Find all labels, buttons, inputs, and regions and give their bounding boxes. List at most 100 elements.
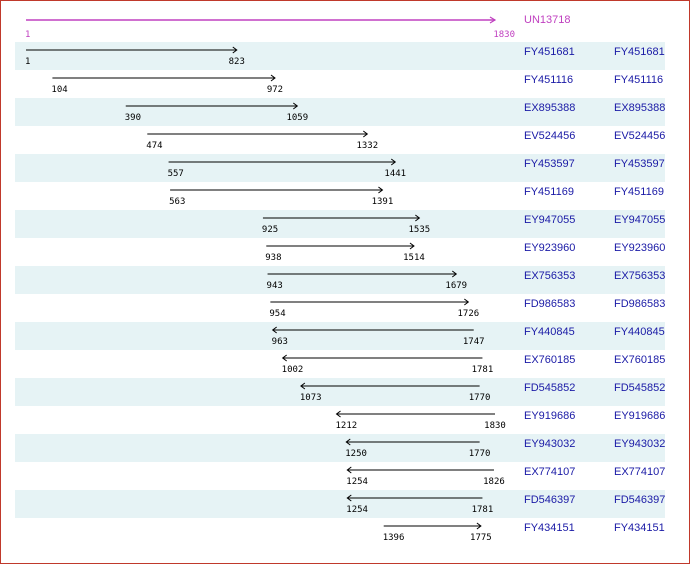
alignment-row: 1073 1770: [300, 382, 490, 403]
alignment-row: 1002 1781: [281, 354, 493, 375]
alignment-row: 1212 1830: [336, 410, 506, 431]
alignment-end-label: 1726: [457, 309, 479, 319]
row-stripe: [15, 154, 665, 182]
alignment-row: 1254 1826: [346, 466, 505, 487]
alignment-end-label: 1747: [463, 337, 485, 347]
row-stripe: [15, 434, 665, 462]
alignment-start-label: 390: [125, 113, 141, 123]
alignment-row: 474 1332: [146, 130, 378, 151]
accession-link-secondary[interactable]: FD545852: [614, 382, 666, 394]
accession-link-secondary[interactable]: FY440845: [614, 326, 665, 338]
accession-link-secondary[interactable]: EV524456: [614, 130, 666, 142]
accession-link[interactable]: EY923960: [524, 242, 576, 254]
accession-link-secondary[interactable]: EX760185: [614, 354, 666, 366]
forward-arrowhead: [378, 186, 384, 194]
row-stripe: [15, 42, 665, 70]
forward-arrowhead: [415, 214, 421, 222]
accession-link-secondary[interactable]: EX895388: [614, 102, 666, 114]
accession-link-secondary[interactable]: FY451681: [614, 46, 665, 58]
forward-arrowhead: [270, 74, 276, 82]
row-stripe: [15, 210, 665, 238]
row-stripe: [15, 378, 665, 406]
accession-link-secondary[interactable]: FY434151: [614, 522, 665, 534]
alignment-row: 557 1441: [168, 158, 406, 179]
alignment-end-label: 823: [229, 57, 245, 67]
accession-link-secondary[interactable]: EY947055: [614, 214, 666, 226]
accession-link[interactable]: FD986583: [524, 298, 576, 310]
accession-link-secondary[interactable]: EX774107: [614, 466, 666, 478]
accession-link[interactable]: EX760185: [524, 354, 576, 366]
alignment-end-label: 1830: [484, 421, 506, 431]
alignment-row: 390 1059: [125, 102, 308, 123]
alignment-end-label: 1770: [469, 449, 491, 459]
reverse-arrowhead: [300, 382, 306, 390]
accession-link-secondary[interactable]: EY943032: [614, 438, 666, 450]
alignment-row: 954 1726: [269, 298, 479, 319]
alignment-start-label: 1073: [300, 393, 322, 403]
alignment-start-label: 963: [272, 337, 288, 347]
forward-arrowhead: [363, 130, 369, 138]
reverse-arrowhead: [346, 494, 352, 502]
accession-link-secondary[interactable]: FD986583: [614, 298, 666, 310]
forward-arrowhead: [292, 102, 299, 110]
reverse-arrowhead: [281, 354, 287, 362]
alignment-start-label: 925: [262, 225, 278, 235]
alignment-row: 1250 1770: [345, 438, 491, 459]
accession-link[interactable]: FY451681: [524, 46, 575, 58]
forward-arrowhead: [390, 158, 397, 166]
accession-link-secondary[interactable]: FY451169: [614, 186, 664, 198]
accession-link[interactable]: FD546397: [524, 494, 576, 506]
accession-link-secondary[interactable]: FD546397: [614, 494, 666, 506]
accession-link[interactable]: FY451169: [524, 186, 574, 198]
accession-link[interactable]: EY947055: [524, 214, 576, 226]
alignment-end-label: 1059: [286, 113, 308, 123]
alignment-start-label: 557: [168, 169, 184, 179]
alignment-row: 104 972: [51, 74, 283, 95]
accession-link[interactable]: EX895388: [524, 102, 576, 114]
accession-link[interactable]: FD545852: [524, 382, 576, 394]
reverse-arrowhead: [345, 438, 351, 446]
alignment-end-label: 1535: [409, 225, 431, 235]
alignment-row: 938 1514: [265, 242, 425, 263]
alignment-row: 1396 1775: [383, 522, 492, 543]
alignment-start-label: 104: [51, 85, 67, 95]
reverse-arrowhead: [271, 326, 277, 334]
forward-arrowhead: [232, 46, 238, 54]
accession-link[interactable]: FY451116: [524, 74, 574, 86]
forward-arrowhead: [464, 298, 470, 306]
accession-link[interactable]: EV524456: [524, 130, 576, 142]
alignment-start-label: 1: [25, 57, 30, 67]
accession-link[interactable]: EX756353: [524, 270, 576, 282]
accession-link[interactable]: EY943032: [524, 438, 576, 450]
alignment-rows: 1 823 104 972 390 1059 474 1332 557 1441 563 1391 92…: [25, 46, 506, 543]
accession-link-secondary[interactable]: FY453597: [614, 158, 665, 170]
accession-link[interactable]: FY434151: [524, 522, 575, 534]
alignment-start-label: 1212: [336, 421, 358, 431]
reference-accession-link[interactable]: UN13718: [524, 14, 571, 26]
accession-link-secondary[interactable]: EY923960: [614, 242, 666, 254]
alignment-start-label: 1396: [383, 533, 405, 543]
forward-arrowhead: [409, 242, 415, 250]
alignment-row: 1254 1781: [346, 494, 493, 515]
accession-link[interactable]: FY453597: [524, 158, 575, 170]
accession-link[interactable]: EX774107: [524, 466, 576, 478]
row-stripe: [15, 490, 665, 518]
alignment-row: 925 1535: [262, 214, 431, 235]
reference-arrowhead: [489, 16, 497, 24]
accession-link-secondary[interactable]: FY451116: [614, 74, 664, 86]
row-stripe: [15, 266, 665, 294]
alignment-start-label: 938: [265, 253, 281, 263]
alignment-start-label: 1250: [345, 449, 367, 459]
alignment-end-label: 1826: [483, 477, 505, 487]
accession-link-secondary[interactable]: EY919686: [614, 410, 666, 422]
alignment-start-label: 1002: [282, 365, 304, 375]
accession-link[interactable]: FY440845: [524, 326, 575, 338]
alignment-row: 943 1679: [267, 270, 467, 291]
alignment-row: 563 1391: [169, 186, 393, 207]
accession-link[interactable]: EY919686: [524, 410, 576, 422]
forward-arrowhead: [451, 270, 458, 278]
accession-link-secondary[interactable]: EX756353: [614, 270, 666, 282]
alignment-end-label: 1514: [403, 253, 425, 263]
alignment-start-label: 943: [267, 281, 283, 291]
